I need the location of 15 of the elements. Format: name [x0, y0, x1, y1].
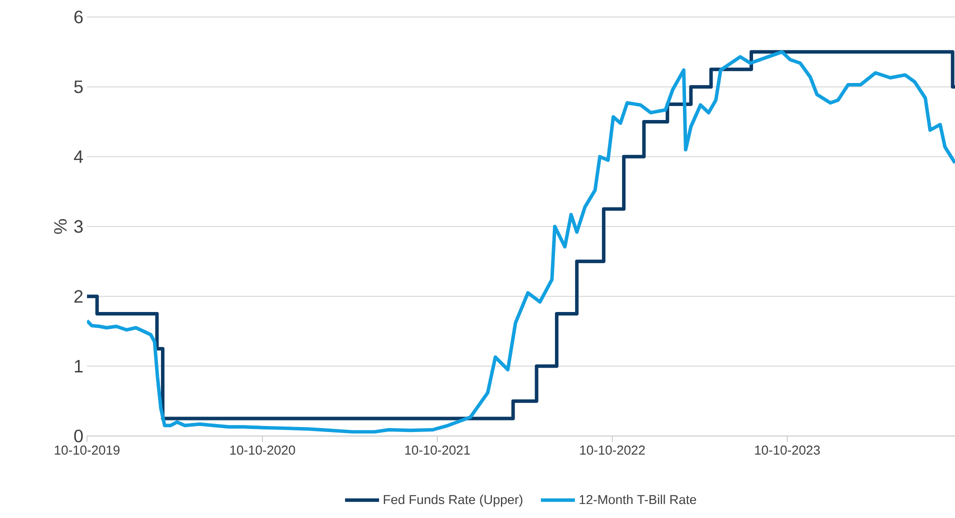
x-tick-label: 10-10-2021 [405, 446, 470, 455]
y-tick-label: 6 [74, 10, 83, 24]
y-axis-title: % [54, 219, 67, 234]
y-tick-label: 0 [74, 430, 83, 442]
y-tick-label: 1 [74, 360, 83, 372]
x-tick-label: 10-10-2020 [230, 446, 296, 455]
y-tick-label: 4 [74, 150, 83, 163]
y-tick-label: 3 [74, 220, 83, 233]
y-tick-label: 2 [74, 290, 83, 303]
legend-label: Fed Funds Rate (Upper) [384, 494, 522, 507]
x-tick-label: 10-10-2019 [54, 446, 120, 455]
legend-label: 12-Month T-Bill Rate [580, 494, 696, 504]
x-tick-label: 10-10-2023 [755, 446, 820, 455]
x-tick-label: 10-10-2022 [580, 446, 645, 455]
y-tick-label: 5 [74, 80, 83, 94]
